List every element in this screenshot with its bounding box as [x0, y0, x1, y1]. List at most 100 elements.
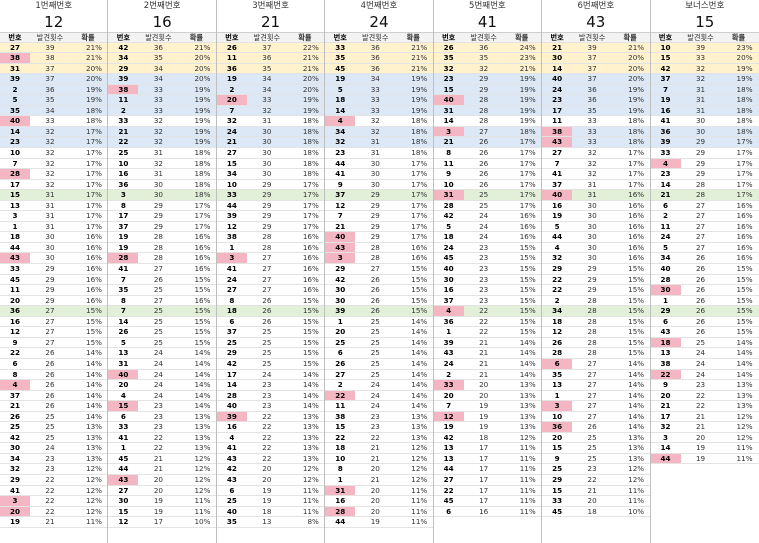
cell-count: 29: [45, 285, 55, 295]
cell-count: 27: [45, 306, 55, 316]
cell-count: 24: [153, 369, 163, 379]
cell-number: 2: [663, 211, 669, 221]
header-number: 번호: [550, 33, 564, 42]
cell-rate: 13%: [302, 422, 319, 432]
cell-count: 30: [370, 179, 380, 189]
cell-number: 1: [120, 443, 126, 453]
cell-number: 18: [552, 316, 563, 326]
cell-number: 22: [650, 369, 681, 380]
cell-count: 30: [262, 148, 272, 158]
cell-number: 19: [118, 242, 129, 252]
cell-rate: 15%: [194, 274, 211, 284]
cell-count: 29: [153, 211, 163, 221]
cell-count: 22: [153, 432, 163, 442]
cell-number: 18: [335, 443, 346, 453]
cell-count: 22: [479, 306, 489, 316]
cell-rate: 18%: [302, 116, 319, 126]
cell-count: 21: [479, 369, 489, 379]
cell-count: 23: [479, 264, 489, 274]
cell-number: 24: [226, 126, 237, 136]
table-row: 42 18 12%: [433, 432, 542, 444]
cell-rate: 13%: [411, 432, 428, 442]
table-row: 4 30 16%: [542, 242, 650, 254]
table-row: 4 26 14%: [0, 380, 108, 391]
table-row: 3 30 18%: [108, 190, 216, 201]
cell-rate: 21%: [86, 53, 102, 63]
cell-rate: 12%: [736, 432, 753, 442]
cell-number: 6: [120, 411, 126, 421]
table-row: 29 22 12%: [0, 475, 108, 486]
cell-count: 19: [695, 453, 706, 463]
cell-rate: 17%: [302, 190, 319, 200]
cell-count: 17: [479, 464, 489, 474]
cell-number: 30: [9, 443, 20, 453]
cell-number: 15: [552, 485, 563, 495]
cell-count: 30: [153, 179, 163, 189]
cell-number: 28: [0, 169, 30, 179]
cell-count: 31: [45, 221, 55, 231]
cell-number: 44: [335, 517, 346, 527]
cell-rate: 15%: [302, 358, 319, 368]
table-row: 20 24 14%: [108, 380, 216, 391]
table-row: 5 27 16%: [650, 243, 759, 254]
cell-rate: 14%: [86, 369, 102, 379]
cell-number: 20: [443, 390, 454, 400]
cell-count: 27: [695, 200, 706, 210]
table-row: 12 28 15%: [542, 327, 650, 338]
cell-count: 39: [45, 42, 55, 52]
cell-rate: 18%: [628, 137, 645, 147]
table-row: 12 17 10%: [108, 517, 216, 528]
cell-rate: 20%: [628, 63, 645, 73]
cell-number: 43: [660, 327, 671, 337]
cell-count: 25: [262, 337, 272, 347]
cell-number: 6: [229, 485, 235, 495]
cell-count: 36: [370, 63, 380, 73]
cell-rate: 17%: [194, 200, 211, 210]
cell-count: 35: [479, 53, 489, 63]
cell-rate: 19%: [628, 105, 645, 115]
cell-count: 34: [45, 105, 55, 115]
table-row: 29 34 20%: [108, 63, 216, 75]
header-number: 번호: [658, 33, 673, 42]
table-row: 11 27 16%: [650, 222, 759, 233]
cell-number: 41: [9, 485, 20, 495]
table-row: 2 27 16%: [650, 211, 759, 222]
table-row: 18 26 15%: [216, 306, 325, 317]
cell-number: 2: [229, 84, 235, 94]
table-row: 41 30 18%: [650, 116, 759, 127]
cell-number: 41: [660, 116, 671, 126]
cell-count: 28: [479, 105, 489, 115]
table-row: 40 28 19%: [433, 95, 542, 106]
cell-count: 27: [45, 316, 55, 326]
cell-count: 32: [695, 74, 706, 84]
cell-rate: 19%: [519, 95, 536, 105]
table-row: 22 32 19%: [108, 137, 216, 149]
table-row: 21 39 21%: [542, 42, 650, 54]
cell-rate: 16%: [302, 264, 319, 274]
cell-count: 25: [262, 327, 272, 337]
cell-number: 33: [118, 422, 129, 432]
cell-rate: 12%: [519, 432, 536, 442]
cell-number: 37: [118, 221, 129, 231]
table-row: 12 29 17%: [325, 201, 433, 212]
cell-number: 25: [226, 337, 237, 347]
cell-number: 17: [226, 369, 237, 379]
table-row: 36 30 18%: [650, 126, 759, 138]
cell-number: 7: [554, 158, 560, 168]
cell-number: 4: [229, 432, 235, 442]
group-title: 6번째번호: [577, 1, 615, 11]
table-row: 43 26 15%: [650, 327, 759, 338]
cell-number: 4: [554, 242, 560, 252]
table-row: 3 20 12%: [650, 432, 759, 444]
cell-count: 17: [479, 474, 489, 484]
table-row: 2 36 19%: [0, 84, 108, 96]
cell-rate: 16%: [736, 253, 753, 263]
cell-number: 4: [0, 380, 30, 390]
table-row: 32 30 16%: [542, 253, 650, 265]
table-row: 23 36 19%: [542, 95, 650, 106]
cell-number: 41: [335, 169, 346, 179]
table-row: 43 30 16%: [0, 253, 108, 265]
table-row: 20 25 14%: [325, 327, 433, 338]
cell-number: 33: [335, 42, 346, 52]
cell-count: 27: [262, 285, 272, 295]
